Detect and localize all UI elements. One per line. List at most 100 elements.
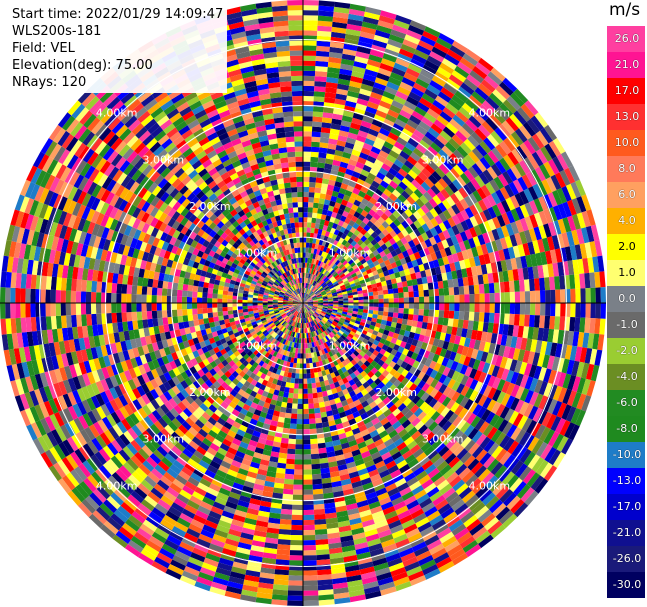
radar-gate xyxy=(336,140,347,147)
radar-gate xyxy=(505,258,513,271)
radar-gate xyxy=(312,280,316,286)
radar-gate xyxy=(426,55,442,67)
radar-gate xyxy=(360,258,367,265)
radar-gate xyxy=(406,261,414,269)
radar-gate xyxy=(424,26,441,38)
radar-gate xyxy=(463,311,470,321)
radar-gate xyxy=(378,294,384,299)
radar-gate xyxy=(562,217,572,233)
radar-gate xyxy=(406,248,414,256)
radar-gate xyxy=(320,281,326,287)
radar-gate xyxy=(534,112,549,128)
radar-gate xyxy=(472,236,481,247)
radar-gate xyxy=(399,270,406,277)
radar-gate xyxy=(312,111,324,118)
radar-gate xyxy=(370,91,383,101)
radar-gate xyxy=(515,256,523,269)
radar-gate xyxy=(304,267,307,273)
radar-gate xyxy=(402,286,409,293)
radar-gate xyxy=(366,201,375,209)
radar-gate xyxy=(454,294,460,303)
radar-gate xyxy=(303,85,315,92)
radar-gate xyxy=(417,226,426,235)
radar-gate xyxy=(594,240,603,257)
radar-gate xyxy=(510,195,520,209)
radar-gate xyxy=(322,296,328,299)
radar-gate xyxy=(376,246,384,254)
radar-gate xyxy=(482,220,492,233)
radar-gate xyxy=(314,71,328,77)
radar-gate xyxy=(490,130,504,145)
radar-gate xyxy=(595,303,601,319)
radar-gate xyxy=(316,172,324,179)
radar-gate xyxy=(446,237,454,247)
radar-gate xyxy=(303,222,308,228)
radar-gate xyxy=(407,182,418,193)
radar-gate xyxy=(581,210,591,228)
radar-gate xyxy=(369,245,377,253)
radar-gate xyxy=(431,46,447,59)
radar-gate xyxy=(510,165,522,180)
radar-gate xyxy=(360,120,372,129)
radar-gate xyxy=(403,268,411,276)
radar-gate xyxy=(347,18,363,27)
radar-gate xyxy=(431,75,446,87)
radar-gate xyxy=(430,217,439,228)
radar-gate xyxy=(401,164,412,174)
radar-gate xyxy=(471,246,479,258)
radar-gate xyxy=(303,232,307,238)
radar-gate xyxy=(557,261,565,277)
radar-gate xyxy=(443,82,458,95)
radar-gate xyxy=(344,217,351,225)
radar-gate xyxy=(371,180,380,189)
radar-gate xyxy=(367,272,374,278)
radar-gate xyxy=(397,252,405,260)
radar-gate xyxy=(289,423,297,430)
radar-gate xyxy=(344,282,351,287)
radar-gate xyxy=(316,45,330,52)
radar-gate xyxy=(421,116,434,128)
radar-gate xyxy=(493,282,500,293)
radar-gate xyxy=(359,152,369,160)
radar-gate xyxy=(321,256,326,263)
radar-gate xyxy=(303,419,310,425)
radar-gate xyxy=(538,225,547,239)
radar-gate xyxy=(575,303,581,318)
radar-gate xyxy=(406,119,419,130)
radar-gate xyxy=(576,228,585,245)
radar-gate xyxy=(314,86,326,93)
radar-gate xyxy=(303,15,319,21)
radar-gate xyxy=(333,229,340,236)
radar-gate xyxy=(523,139,536,155)
radar-gate xyxy=(411,201,421,211)
radar-gate xyxy=(303,555,317,561)
radar-gate xyxy=(366,133,377,142)
radar-gate xyxy=(289,382,295,389)
radar-gate xyxy=(309,291,314,296)
radar-gate xyxy=(332,258,338,264)
radar-gate xyxy=(306,296,311,300)
radar-gate xyxy=(449,262,457,272)
radar-gate xyxy=(412,237,420,246)
radar-gate xyxy=(377,257,384,264)
radar-gate xyxy=(396,239,404,248)
radar-gate xyxy=(569,274,576,289)
radar-gate xyxy=(455,130,468,143)
radar-gate xyxy=(552,205,563,221)
radar-gate xyxy=(315,270,319,276)
radar-gate xyxy=(363,224,371,232)
radar-gate xyxy=(386,154,397,164)
radar-gate xyxy=(327,67,341,74)
radar-gate xyxy=(517,268,524,281)
radar-gate xyxy=(392,189,401,198)
radar-gate xyxy=(308,290,313,296)
radar-gate xyxy=(346,23,362,32)
radar-gate xyxy=(313,197,320,204)
radar-gate xyxy=(589,241,598,258)
radar-gate xyxy=(439,111,453,123)
radar-gate xyxy=(308,278,311,284)
radar-gate xyxy=(395,185,405,195)
radar-gate xyxy=(421,276,428,284)
radar-gate xyxy=(356,245,363,253)
radar-gate xyxy=(303,464,312,470)
